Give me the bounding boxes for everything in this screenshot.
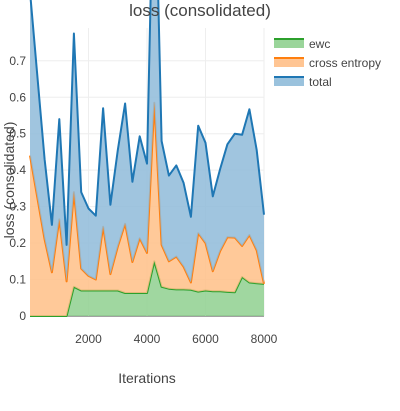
legend-swatch [274,77,304,86]
area-total [30,0,264,284]
y-tick-label: 0.5 [9,127,26,141]
y-tick-label: 0.3 [9,200,26,214]
legend-label: total [309,75,332,89]
legend-swatch [274,58,304,67]
y-tick-label: 0.4 [9,163,26,177]
y-tick-label: 0 [19,309,26,323]
y-tick-label: 0.7 [9,54,26,68]
legend-item-total[interactable]: total [274,75,332,89]
chart-title: loss (consolidated) [129,1,271,20]
y-axis-title: loss (consolidated) [1,122,17,239]
legend-label: ewc [309,37,330,51]
x-axis-title: Iterations [118,370,176,386]
plot-area [29,0,265,317]
x-tick-label: 6000 [192,332,219,346]
axes: 0 0.1 0.2 0.3 0.4 0.5 0.6 0.7 2000 4000 6000 8000 [9,54,277,346]
x-tick-label: 8000 [251,332,278,346]
legend-item-ewc[interactable]: ewc [274,37,330,51]
legend-swatch [274,39,304,48]
line-total [29,0,265,246]
legend[interactable]: ewc cross entropy total [274,37,381,89]
area-cross-entropy [30,102,264,316]
area-ewc [30,261,264,316]
x-tick-label: 4000 [134,332,161,346]
legend-label: cross entropy [309,56,381,70]
y-tick-label: 0.2 [9,236,26,250]
y-tick-label: 0.1 [9,273,26,287]
legend-item-cross-entropy[interactable]: cross entropy [274,56,381,70]
x-tick-label: 2000 [75,332,102,346]
y-tick-label: 0.6 [9,90,26,104]
